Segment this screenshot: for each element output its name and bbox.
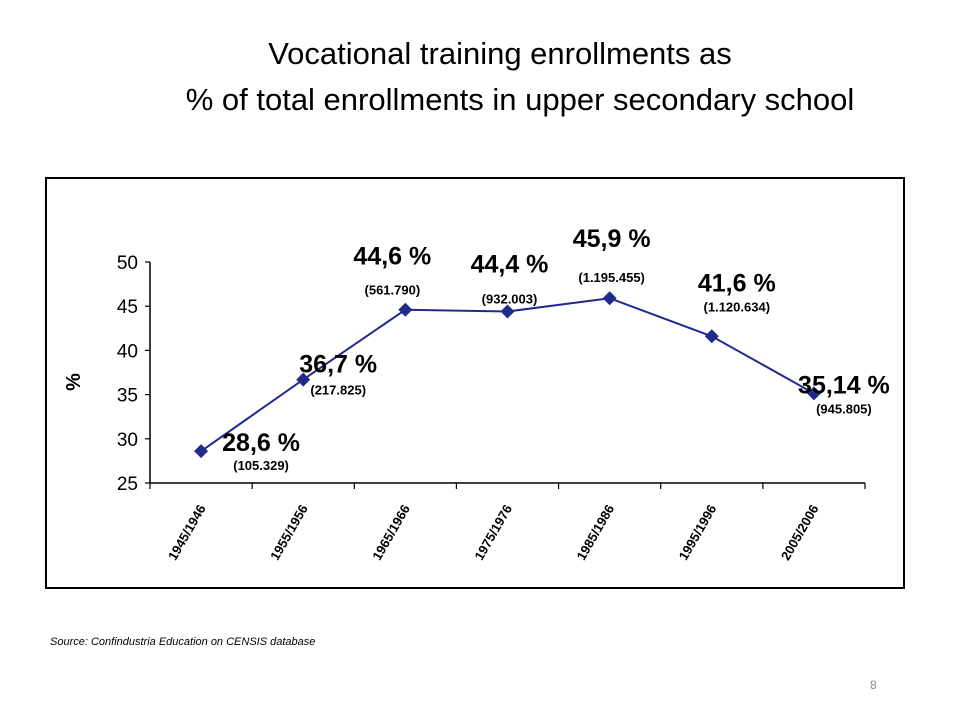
- data-point: [602, 291, 617, 306]
- y-tick-labels: 25 30 35 40 45 50: [117, 253, 138, 495]
- x-tick-labels: 1945/1946 1955/1956 1965/1966 1975/1976 1985…: [165, 502, 822, 563]
- data-label-value: 44,4 %: [471, 251, 549, 279]
- series-markers: [194, 291, 821, 459]
- data-label-value: 28,6 %: [222, 429, 300, 457]
- chart-axes: [145, 261, 866, 489]
- y-tick-label: 30: [117, 430, 138, 451]
- data-label-value: 41,6 %: [698, 269, 776, 297]
- data-label-count: (217.825): [310, 383, 366, 398]
- x-tick-label: 1965/1966: [369, 502, 413, 563]
- x-tick-label: 1955/1956: [267, 502, 311, 563]
- data-label-value: 36,7 %: [299, 351, 377, 379]
- slide-title-line-2: % of total enrollments in upper secondar…: [185, 82, 855, 117]
- x-tick-label: 2005/2006: [778, 502, 822, 563]
- data-label-value: 35,14 %: [798, 371, 890, 399]
- y-tick-label: 40: [117, 341, 138, 362]
- data-point: [194, 444, 209, 459]
- chart-frame: [45, 177, 905, 589]
- data-label-count: (1.195.455): [578, 270, 645, 285]
- data-label-value: 44,6 %: [353, 243, 431, 271]
- y-tick-label: 25: [117, 474, 138, 495]
- data-label-value: 45,9 %: [573, 225, 651, 253]
- source-note: Source: Confindustria Education on CENSI…: [50, 636, 316, 648]
- data-labels: 28,6 %(105.329) 36,7 % (217.825) 44,6 % (561…: [222, 225, 890, 473]
- line-chart: 25 30 35 40 45 50 1945/1946 1955/1956 1965/1966…: [63, 225, 890, 563]
- x-tick-label: 1985/1986: [574, 502, 618, 563]
- y-tick-label: 35: [117, 386, 138, 407]
- data-label-count: (1.120.634): [704, 299, 771, 314]
- data-point: [704, 329, 719, 344]
- data-point: [500, 304, 515, 319]
- data-label-count: (945.805): [816, 401, 872, 416]
- y-tick-label: 45: [117, 297, 138, 318]
- data-point: [806, 386, 821, 401]
- y-tick-label: 50: [117, 253, 138, 274]
- x-tick-label: 1975/1976: [471, 502, 515, 563]
- y-axis-label: %: [63, 373, 85, 391]
- x-tick-label: 1945/1946: [165, 502, 209, 563]
- page-number: 8: [870, 678, 877, 692]
- x-tick-label: 1995/1996: [676, 502, 720, 563]
- data-label-count: (105.329): [233, 458, 289, 473]
- data-label-count: (561.790): [365, 283, 421, 298]
- data-point: [296, 372, 311, 387]
- data-point: [398, 302, 413, 317]
- data-label-count: (932.003): [482, 292, 538, 307]
- slide-title-line-1: Vocational training enrollments as: [268, 36, 732, 71]
